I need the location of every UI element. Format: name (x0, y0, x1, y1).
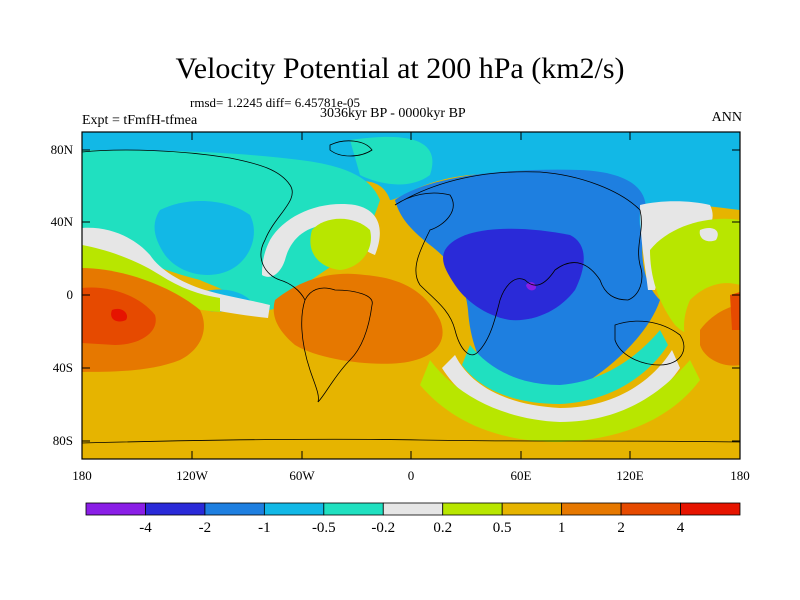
lon-label-180e: 180 (730, 468, 750, 483)
contour-teal-southern-indian (462, 330, 668, 404)
colorbar-swatch (561, 502, 622, 516)
contour-red-edge (730, 292, 740, 330)
lon-label-120e: 120E (616, 468, 644, 483)
colorbar-label: -0.2 (371, 520, 396, 536)
lat-label-80s: 80S (52, 433, 73, 448)
colorbar-label: -1 (258, 520, 271, 536)
lat-label-40n: 40N (50, 214, 73, 229)
colorbar (85, 502, 741, 516)
rmsd-value: rmsd= 1.2245 (190, 95, 263, 110)
contour-cyan-pacific (154, 200, 254, 275)
colorbar-swatch (501, 502, 563, 516)
lon-label-0: 0 (407, 468, 415, 483)
colorbar-label: -2 (198, 520, 212, 536)
contour-red-core (111, 308, 128, 322)
lat-label-0: 0 (66, 287, 74, 302)
season-label: ANN (711, 110, 742, 125)
map-title: Velocity Potential at 200 hPa (km2/s) (175, 52, 625, 85)
lon-label-180w: 180 (72, 468, 92, 483)
colorbar-swatch (680, 502, 741, 516)
period-label: 3036kyr BP - 0000kyr BP (320, 106, 466, 121)
experiment-label: Expt = tFmfH-tfmea (82, 113, 198, 128)
colorbar-swatch (382, 502, 444, 516)
colorbar-label: 2 (617, 520, 625, 536)
lat-label-40s: 40S (52, 360, 73, 375)
colorbar-swatch (323, 502, 384, 516)
stats-line: rmsd= 1.2245 diff= 6.45781e-05 (190, 95, 360, 111)
colorbar-swatch (442, 502, 503, 516)
lon-label-60e: 60E (510, 468, 532, 483)
coast-australia (614, 320, 685, 366)
coast-south-america-east (304, 287, 373, 403)
coast-greenland (329, 140, 373, 157)
contour-yellowgreen-south (420, 360, 700, 442)
lon-label-120w: 120W (176, 468, 208, 483)
diff-value: diff= 6.45781e-05 (265, 95, 361, 110)
contour-orange-westpacific (700, 305, 740, 366)
contour-field (82, 132, 740, 459)
colorbar-swatch (204, 502, 265, 516)
colorbar-label: 0.2 (433, 520, 453, 536)
contour-white-pacific-ring (82, 227, 270, 318)
axis-ticks (82, 132, 740, 459)
colorbar-swatch (263, 502, 325, 516)
contour-white-patch (699, 228, 718, 242)
colorbar-label: 0.5 (492, 520, 512, 536)
colorbar-swatch (145, 502, 206, 516)
contour-yellowgreen-ring (82, 245, 220, 312)
coast-americas (82, 149, 319, 403)
colorbar-label: 4 (676, 520, 685, 536)
colorbar-swatch (85, 502, 146, 516)
coast-antarctica (82, 438, 740, 444)
colorbar-swatch (620, 502, 681, 516)
contour-purple-core (526, 282, 536, 291)
contour-yellowgreen-atlantic (310, 218, 371, 270)
colorbar-label: 1 (557, 520, 566, 536)
coastlines (82, 140, 740, 444)
contour-white-southern (442, 350, 680, 425)
contour-darkblue-indian (443, 228, 584, 321)
contour-orange-atlantic (273, 273, 443, 364)
coast-eurasia-africa (394, 171, 643, 356)
lon-label-60w: 60W (289, 468, 315, 483)
lat-label-80n: 80N (50, 142, 73, 157)
colorbar-label: -4 (139, 520, 152, 536)
colorbar-label: -0.5 (311, 520, 336, 536)
